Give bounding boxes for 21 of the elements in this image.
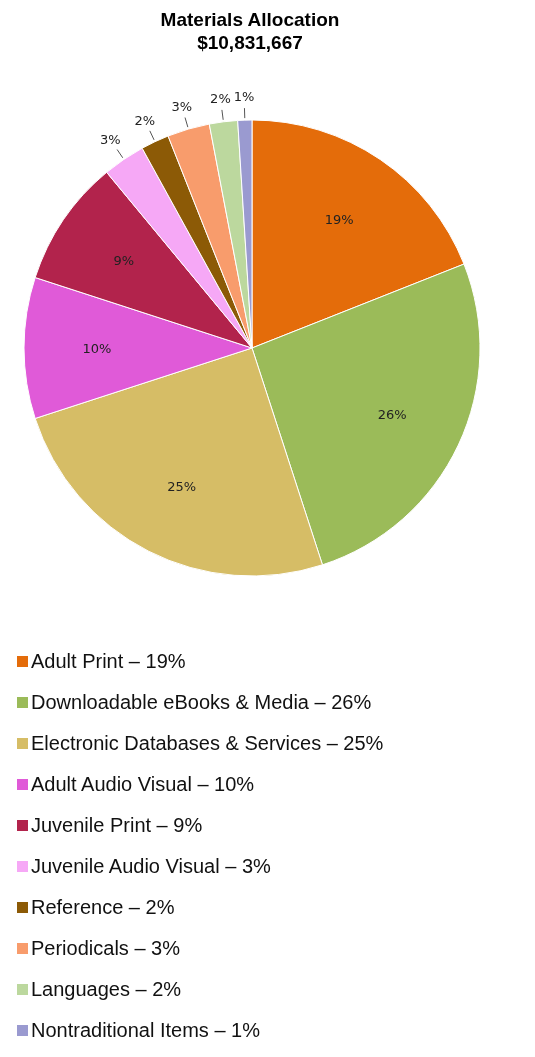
data-label: 1% (233, 88, 255, 104)
data-label: 3% (171, 98, 193, 114)
chart-title: Materials Allocation $10,831,667 (160, 9, 340, 53)
data-label: 19% (324, 212, 354, 228)
legend-label: Downloadable eBooks & Media – 26% (31, 691, 372, 713)
data-label: 2% (210, 90, 231, 106)
legend-label: Languages – 2% (31, 978, 182, 1000)
data-label: 3% (100, 132, 121, 148)
legend-label: Adult Print – 19% (31, 650, 186, 672)
data-label: 10% (82, 340, 112, 356)
legend-label: Adult Audio Visual – 10% (31, 773, 255, 795)
legend-label: Juvenile Print – 9% (31, 814, 203, 836)
data-label: 2% (134, 112, 156, 128)
legend-label: Electronic Databases & Services – 25% (31, 732, 384, 754)
legend-label: Periodicals – 3% (31, 937, 181, 959)
data-label: 26% (377, 406, 407, 422)
data-label: 9% (113, 253, 135, 269)
legend-label: Nontraditional Items – 1% (31, 1019, 261, 1041)
legend-label: Reference – 2% (31, 896, 175, 918)
data-label: 25% (167, 478, 197, 494)
legend-label: Juvenile Audio Visual – 3% (31, 855, 272, 877)
